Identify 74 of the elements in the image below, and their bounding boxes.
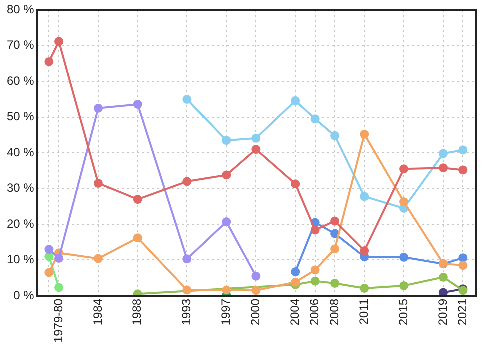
point	[360, 246, 370, 256]
x-tick-label: 2015	[396, 298, 410, 326]
point	[400, 198, 409, 207]
point	[310, 114, 320, 124]
y-tick-label: 50 %	[6, 110, 35, 124]
point	[310, 226, 320, 235]
point	[94, 178, 103, 188]
point	[252, 134, 261, 143]
point	[330, 278, 340, 288]
point	[54, 254, 64, 263]
y-tick-label: 80 %	[6, 2, 35, 17]
x-tick-label: 1997	[218, 298, 233, 326]
point	[222, 286, 232, 295]
point	[182, 177, 192, 186]
x-tick-label: 1979-80	[51, 298, 66, 344]
y-tick-label: 30 %	[6, 181, 35, 196]
point	[458, 166, 468, 175]
point	[458, 146, 468, 155]
point	[458, 254, 468, 263]
point	[330, 131, 340, 140]
point	[222, 218, 232, 227]
point	[133, 195, 142, 204]
point	[252, 272, 261, 281]
point	[54, 37, 64, 46]
point	[291, 278, 300, 287]
x-tick-label: 1988	[130, 298, 144, 326]
point	[44, 245, 54, 254]
point	[222, 170, 232, 180]
point	[94, 104, 103, 113]
point	[182, 286, 192, 295]
point	[330, 244, 340, 254]
point	[438, 288, 448, 296]
point	[133, 234, 142, 243]
y-tick-label: 60 %	[6, 74, 35, 88]
point	[44, 268, 54, 278]
point	[54, 283, 64, 292]
point	[310, 266, 320, 275]
point	[182, 95, 192, 104]
point	[94, 254, 103, 264]
point	[291, 96, 300, 106]
y-tick-label: 20 %	[6, 216, 35, 231]
point	[400, 164, 409, 174]
point	[360, 130, 370, 140]
x-tick-label: 2021	[456, 298, 470, 326]
x-tick-label: 2011	[356, 298, 371, 325]
x-tick-label: 2008	[327, 298, 342, 326]
x-tick-label: 2004	[288, 298, 302, 326]
x-tick-label: 2000	[248, 298, 262, 326]
x-tick-label: 2006	[308, 298, 322, 326]
x-tick-label: 2019	[436, 298, 450, 326]
x-tick-label: 1993	[179, 298, 194, 326]
point	[310, 276, 320, 286]
point	[291, 268, 300, 277]
point	[252, 286, 261, 296]
point	[438, 164, 448, 173]
y-tick-label: 70 %	[6, 38, 35, 52]
point	[44, 57, 54, 66]
point	[330, 216, 340, 226]
x-tick-label: 1984	[90, 298, 105, 326]
point	[252, 145, 261, 154]
y-tick-label: 0 %	[14, 288, 35, 302]
point	[400, 281, 409, 290]
point	[182, 254, 192, 264]
y-tick-label: 40 %	[6, 145, 35, 160]
point	[438, 272, 448, 282]
point	[360, 192, 370, 202]
point	[438, 149, 448, 158]
point	[291, 180, 300, 189]
point	[133, 100, 142, 109]
point	[458, 261, 468, 270]
point	[222, 136, 232, 146]
y-tick-label: 10 %	[6, 252, 35, 267]
point	[400, 252, 409, 262]
point	[360, 284, 370, 293]
